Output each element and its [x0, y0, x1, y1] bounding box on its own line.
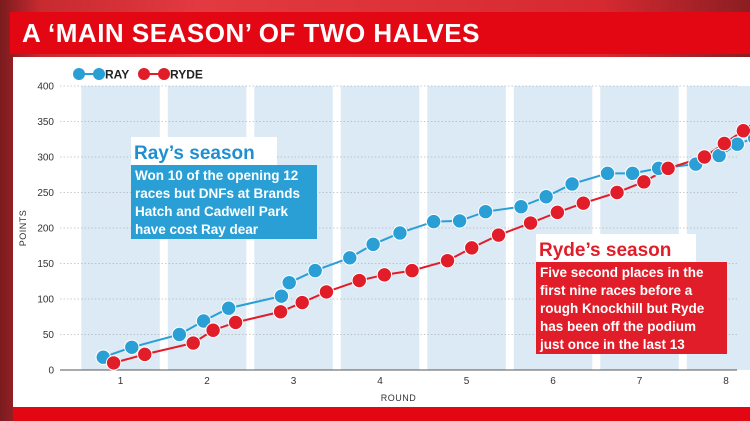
ray-point: [451, 213, 468, 229]
x-tick-label: 6: [550, 376, 556, 387]
page-title: A ‘MAIN SEASON’ OF TWO HALVES: [22, 18, 480, 48]
legend: RAY RYDE: [73, 68, 203, 82]
legend-ray-label: RAY: [105, 68, 129, 82]
ryde-point: [439, 252, 456, 269]
x-tick-label: 1: [118, 376, 124, 387]
ryde-annotation-line: just once in the last 13: [539, 337, 685, 352]
ray-annotation-line: have cost Ray dear: [135, 222, 259, 237]
ryde-point: [549, 204, 566, 221]
ryde-annotation: Ryde’s season Five second places in the …: [536, 234, 727, 354]
ray-annotation: Ray’s season Won 10 of the opening 12 ra…: [131, 137, 317, 239]
ryde-point: [716, 135, 733, 152]
ray-point: [281, 274, 297, 291]
x-tick-label: 5: [464, 376, 470, 387]
y-tick-label: 0: [48, 366, 54, 377]
ryde-point: [137, 346, 153, 363]
ray-annotation-line: Hatch and Cadwell Park: [135, 204, 289, 219]
ray-annotation-heading: Ray’s season: [134, 143, 255, 164]
ray-point: [171, 326, 188, 343]
ray-point: [124, 339, 140, 355]
y-tick-label: 250: [37, 188, 54, 199]
legend-ryde-dot: [158, 68, 170, 80]
ray-point: [477, 203, 494, 220]
y-tick-label: 400: [37, 82, 54, 93]
ryde-point: [351, 272, 367, 289]
ryde-point: [272, 304, 289, 320]
legend-ray-dot: [73, 68, 85, 80]
ryde-annotation-line: has been off the podium: [540, 319, 696, 334]
bottom-strip: [13, 407, 750, 421]
points-line-chart: 0 50 100 150 200 250 300 350 400 1 2 3 4 5 6 7 8 POINTS…: [18, 68, 750, 403]
ray-point: [538, 189, 554, 205]
ryde-point: [205, 322, 221, 338]
legend-item-ryde: RYDE: [138, 68, 203, 82]
ryde-point: [227, 314, 244, 331]
y-tick-label: 50: [43, 330, 55, 341]
ray-point: [624, 165, 641, 182]
ryde-point: [105, 355, 122, 371]
y-tick-label: 200: [37, 224, 54, 235]
x-tick-label: 3: [291, 376, 297, 387]
x-tick-label: 7: [637, 376, 643, 387]
ray-point: [513, 199, 529, 215]
legend-ryde-label: RYDE: [170, 68, 203, 82]
ryde-body-box: [536, 262, 727, 354]
ray-annotation-line: races but DNFs at Brands: [135, 186, 300, 201]
title-bar: A ‘MAIN SEASON’ OF TWO HALVES: [10, 12, 750, 54]
ryde-annotation-line: Five second places in the: [540, 265, 704, 280]
ray-body-box: [131, 165, 317, 239]
ryde-point: [490, 227, 507, 243]
round-band: [340, 86, 420, 370]
ray-annotation-line: Won 10 of the opening 12: [135, 168, 298, 183]
ryde-point: [609, 184, 625, 201]
ray-point: [392, 225, 408, 241]
ryde-point: [376, 267, 393, 283]
y-tick-label: 300: [37, 153, 54, 164]
y-tick-label: 100: [37, 295, 54, 306]
ray-point: [564, 176, 580, 192]
x-axis-label: ROUND: [381, 393, 417, 403]
ryde-point: [636, 174, 652, 190]
ryde-point: [185, 335, 201, 351]
ryde-annotation-line: first nine races before a: [540, 283, 693, 298]
ray-point: [220, 300, 237, 316]
ray-point: [307, 262, 323, 279]
ryde-point: [522, 215, 539, 231]
x-tick-labels: 1 2 3 4 5 6 7 8: [118, 376, 729, 387]
ryde-point: [404, 262, 420, 279]
ray-point: [425, 213, 442, 230]
y-tick-labels: 0 50 100 150 200 250 300 350 400: [37, 82, 54, 377]
legend-ryde-dot: [138, 68, 150, 80]
series-layer: [95, 123, 750, 371]
ray-point: [195, 313, 212, 329]
ryde-annotation-heading: Ryde’s season: [539, 240, 671, 261]
ryde-point: [294, 294, 310, 311]
ray-point: [273, 288, 290, 304]
ray-point: [342, 250, 358, 266]
ray-point: [365, 236, 381, 253]
ryde-annotation-line: rough Knockhill but Ryde: [540, 301, 705, 316]
ryde-point: [464, 240, 480, 256]
ray-point: [729, 136, 745, 152]
x-tick-label: 8: [723, 376, 729, 387]
legend-item-ray: RAY: [73, 68, 129, 82]
legend-ray-dot: [93, 68, 105, 80]
ryde-point: [735, 123, 750, 139]
ryde-point: [318, 284, 335, 300]
ray-heading-box: [131, 137, 277, 165]
y-axis-label: POINTS: [18, 210, 28, 247]
y-tick-label: 150: [37, 259, 54, 270]
ryde-heading-box: [536, 234, 696, 262]
ryde-point: [575, 195, 592, 211]
ray-point: [599, 165, 616, 182]
x-tick-label: 4: [377, 376, 383, 387]
x-tick-label: 2: [204, 376, 210, 387]
ryde-point: [660, 160, 676, 177]
ryde-point: [696, 149, 713, 165]
y-tick-label: 350: [37, 117, 54, 128]
